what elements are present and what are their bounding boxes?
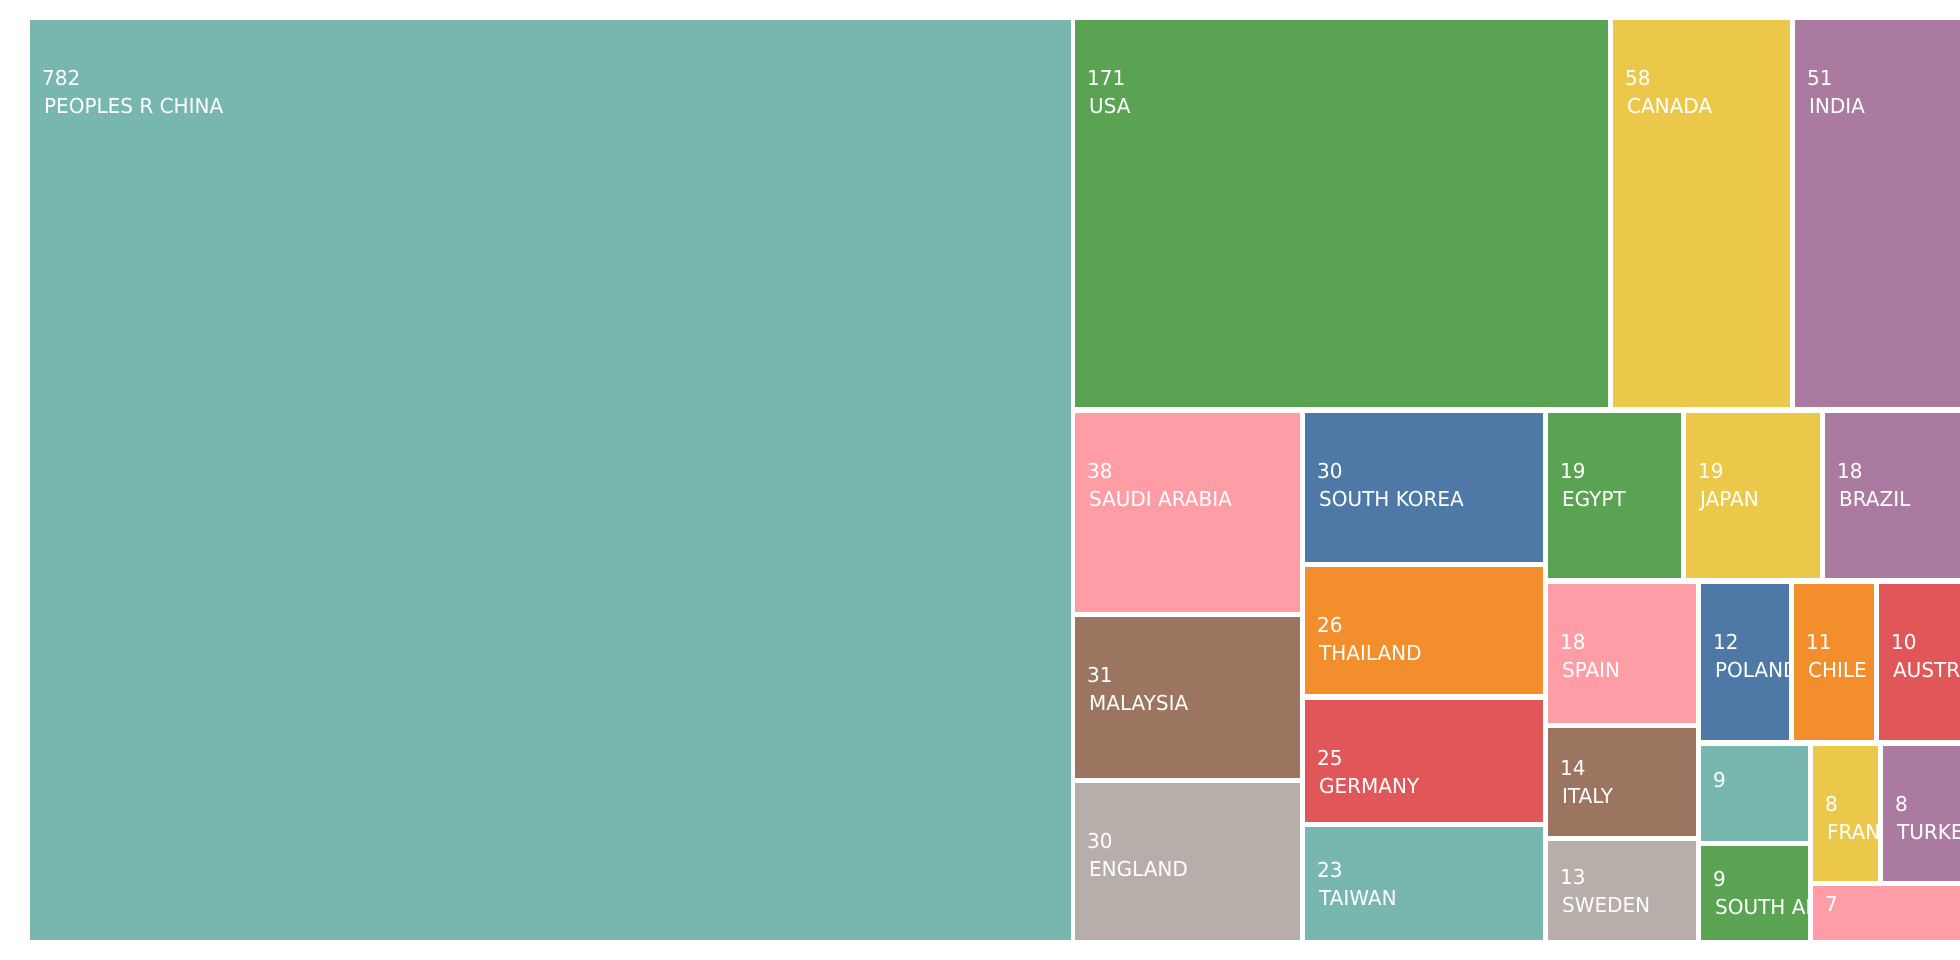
tile-label: BRAZIL: [1839, 487, 1911, 511]
tile-value: 23: [1317, 858, 1343, 882]
tile-value: 171: [1087, 66, 1126, 90]
tile-label: SPAIN: [1562, 658, 1621, 682]
tile-label: TURKEY: [1897, 820, 1960, 844]
tile-label: EGYPT: [1562, 487, 1626, 511]
treemap-tile-chile: 11 CHILE: [1794, 584, 1874, 740]
treemap-tile-egypt: 19 EGYPT: [1548, 413, 1681, 578]
treemap-tile-australia: 10 AUSTRALIA: [1879, 584, 1960, 740]
treemap-tile-taiwan: 23 TAIWAN: [1305, 827, 1543, 940]
tile-label: AUSTRALIA: [1893, 658, 1960, 682]
tile-value: 26: [1317, 613, 1343, 637]
tile-value: 12: [1713, 630, 1739, 654]
treemap-tile-brazil: 18 BRAZIL: [1825, 413, 1960, 578]
treemap-tile-peoples-r-china: 782 PEOPLES R CHINA: [30, 20, 1071, 940]
tile-label: TAIWAN: [1319, 886, 1397, 910]
tile-value: 10: [1891, 630, 1917, 654]
tile-value: 8: [1895, 792, 1908, 816]
treemap-tile-sweden: 13 SWEDEN: [1548, 841, 1696, 940]
tile-label: SWEDEN: [1562, 893, 1651, 917]
treemap-tile-canada: 58 CANADA: [1613, 20, 1790, 407]
treemap-tile-india: 51 INDIA: [1795, 20, 1960, 407]
tile-label: GERMANY: [1319, 774, 1420, 798]
tile-value: 58: [1625, 66, 1651, 90]
tile-value: 30: [1317, 459, 1343, 483]
tile-value: 30: [1087, 829, 1113, 853]
tile-value: 19: [1560, 459, 1586, 483]
tile-value: 31: [1087, 663, 1113, 687]
treemap-tile-japan: 19 JAPAN: [1686, 413, 1820, 578]
tile-value: 19: [1698, 459, 1724, 483]
tile-value: 7: [1825, 892, 1838, 916]
tile-value: 51: [1807, 66, 1833, 90]
treemap-tile-malaysia: 31 MALAYSIA: [1075, 617, 1300, 778]
treemap-tile-italy: 14 ITALY: [1548, 728, 1696, 836]
tile-value: 18: [1837, 459, 1863, 483]
tile-value: 8: [1825, 792, 1838, 816]
tile-label: ENGLAND: [1089, 857, 1188, 881]
tile-label: ITALY: [1562, 784, 1613, 808]
tile-value: 9: [1713, 768, 1726, 792]
tile-label: POLAND: [1715, 658, 1789, 682]
treemap-tile-usa: 171 USA: [1075, 20, 1608, 407]
tile-value: 18: [1560, 630, 1586, 654]
treemap-tile-germany: 25 GERMANY: [1305, 700, 1543, 822]
tile-value: 9: [1713, 867, 1726, 891]
tile-label: SAUDI ARABIA: [1089, 487, 1232, 511]
tile-label: THAILAND: [1319, 641, 1422, 665]
tile-value: 14: [1560, 756, 1586, 780]
tile-value: 13: [1560, 865, 1586, 889]
treemap-tile-turkey: 8 TURKEY: [1883, 746, 1960, 881]
treemap-tile-value-9: 9: [1701, 746, 1808, 841]
treemap-tile-south-korea: 30 SOUTH KOREA: [1305, 413, 1543, 562]
tile-label: FRANCE: [1827, 820, 1878, 844]
treemap-tile-england: 30 ENGLAND: [1075, 783, 1300, 940]
treemap-tile-thailand: 26 THAILAND: [1305, 567, 1543, 694]
treemap-tile-saudi-arabia: 38 SAUDI ARABIA: [1075, 413, 1300, 612]
treemap-tile-france: 8 FRANCE: [1813, 746, 1878, 881]
tile-label: SOUTH AFRICA: [1715, 895, 1808, 919]
tile-label: CANADA: [1627, 94, 1713, 118]
tile-label: MALAYSIA: [1089, 691, 1189, 715]
tile-label: INDIA: [1809, 94, 1865, 118]
treemap-tile-value-7: 7: [1813, 886, 1960, 940]
tile-value: 25: [1317, 746, 1343, 770]
tile-value: 11: [1806, 630, 1832, 654]
tile-label: USA: [1089, 94, 1131, 118]
tile-label: SOUTH KOREA: [1319, 487, 1464, 511]
treemap-tile-poland: 12 POLAND: [1701, 584, 1789, 740]
tile-label: PEOPLES R CHINA: [44, 94, 224, 118]
tile-label: JAPAN: [1700, 487, 1759, 511]
tile-value: 38: [1087, 459, 1113, 483]
tile-value: 782: [42, 66, 81, 90]
tile-label: CHILE: [1808, 658, 1867, 682]
treemap-tile-spain: 18 SPAIN: [1548, 584, 1696, 723]
treemap-tile-south-africa: 9 SOUTH AFRICA: [1701, 846, 1808, 940]
